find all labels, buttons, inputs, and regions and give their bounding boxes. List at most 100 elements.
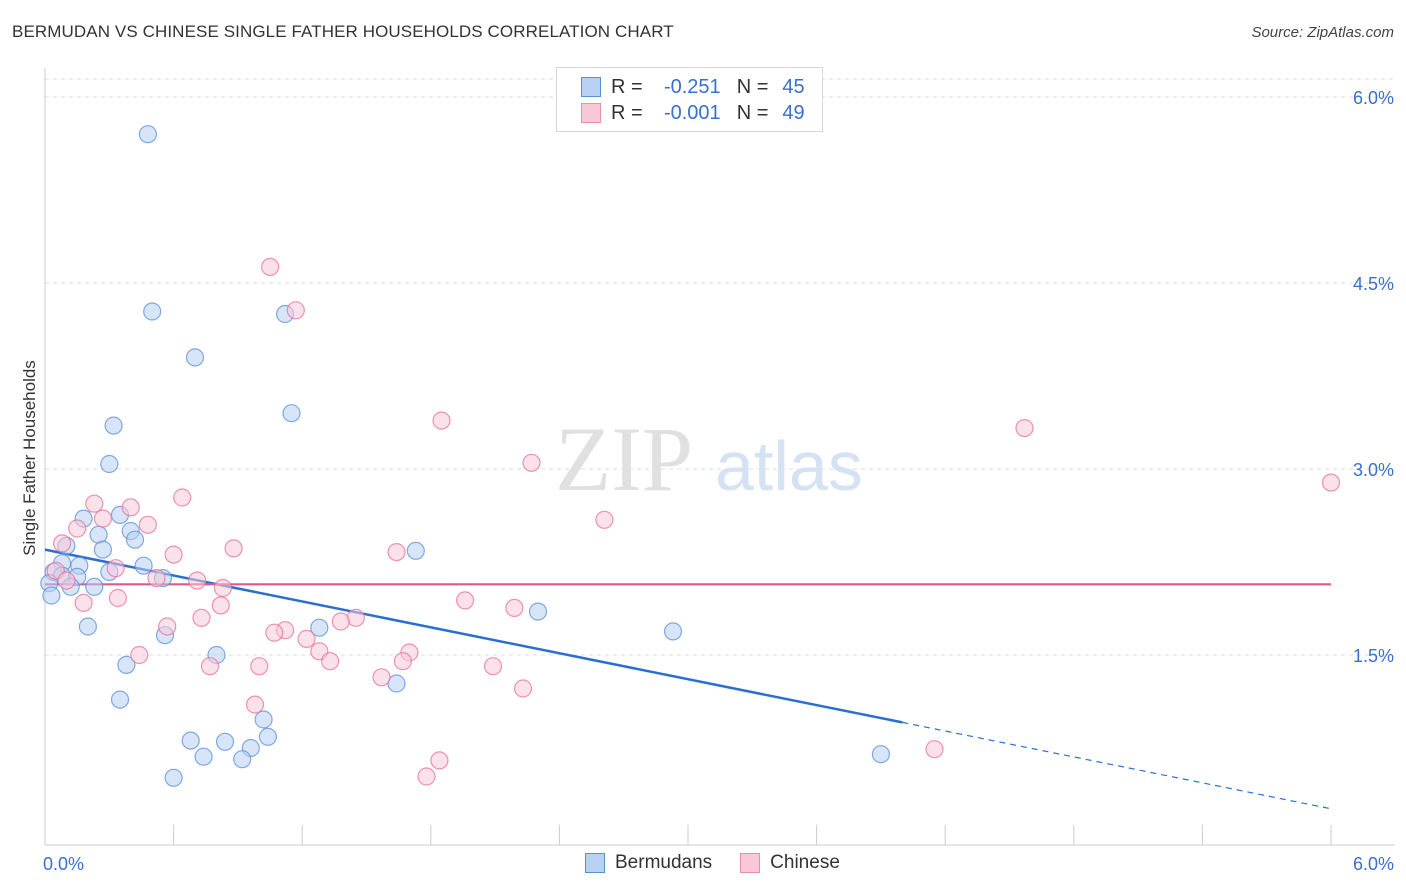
bermudans-point [110, 690, 130, 709]
r-label: R = [611, 101, 643, 124]
chinese-point [245, 695, 265, 714]
chinese-point [417, 767, 436, 786]
y-tick-label: 3.0% [1353, 460, 1394, 480]
chinese-point [85, 494, 104, 513]
bermudans-point [138, 125, 157, 144]
bermudans-point [185, 348, 205, 367]
bermudans-point [215, 732, 235, 751]
x-tick-label-max: 6.0% [1353, 854, 1394, 874]
chinese-point [250, 657, 269, 676]
n-label: N = [736, 75, 769, 98]
chinese-point [265, 623, 284, 642]
chinese-point [1321, 473, 1341, 492]
watermark-atlas: atlas [715, 427, 863, 505]
axis-layer: 1.5% 3.0% 4.5% 6.0% 0.0% 6.0% [43, 68, 1395, 874]
bermudans-point [406, 541, 425, 560]
watermark-zip: ZIP [555, 408, 693, 510]
trend-layer [44, 548, 1332, 810]
r-value: -0.001 [663, 101, 721, 124]
y-tick-label: 1.5% [1353, 646, 1394, 666]
chinese-point [57, 571, 76, 590]
chinese-legend-swatch [740, 853, 761, 873]
chinese-point [106, 559, 125, 578]
grid-layer [45, 78, 1395, 656]
bermudans-point [528, 602, 548, 621]
chinese-point [200, 657, 220, 676]
chinese-point [192, 608, 211, 627]
chinese-point [483, 657, 503, 676]
bermudans-point [254, 710, 273, 729]
bermudans-point [194, 747, 213, 766]
chinese-point [121, 498, 140, 517]
chinese-point [261, 257, 280, 276]
chinese-point [211, 596, 230, 615]
chinese-point [393, 652, 412, 671]
chinese-swatch [581, 103, 601, 123]
chinese-point [147, 568, 166, 588]
watermark: ZIP atlas [555, 408, 863, 510]
chinese-point [522, 453, 541, 472]
bermudans-point [258, 727, 277, 746]
chinese-point [130, 645, 149, 665]
chinese-point [68, 519, 87, 538]
chart-title: BERMUDAN VS CHINESE SINGLE FATHER HOUSEH… [12, 22, 674, 41]
bermudans-point [117, 655, 136, 675]
series-legend: Bermudans Chinese [585, 852, 868, 874]
n-value: 49 [782, 101, 805, 124]
chinese-point [108, 588, 128, 608]
bermudans-point [125, 530, 145, 549]
bermudans-point [310, 618, 329, 637]
r-label: R = [611, 75, 643, 98]
chinese-point [286, 301, 305, 320]
chinese-point [52, 534, 72, 553]
bermudans-point [143, 302, 162, 321]
chinese-point [372, 668, 391, 687]
chinese-point [164, 545, 183, 564]
stats-legend: R = -0.251 N = 45 R = -0.001 N = 49 [556, 67, 823, 132]
bermudans-point [282, 404, 301, 423]
chinese-point [224, 539, 243, 558]
chinese-point [505, 598, 524, 618]
legend-item-bermudans[interactable]: Bermudans [585, 852, 712, 874]
chinese-point [213, 578, 232, 598]
bermudans-point [181, 731, 200, 750]
bermudans-trend-extension [902, 721, 1332, 810]
legend-label-chinese: Chinese [770, 852, 840, 873]
points-layer [40, 125, 1341, 787]
chinese-point [595, 510, 614, 529]
bermudans-point [663, 622, 683, 641]
legend-row-chinese: R = -0.001 N = 49 [581, 101, 805, 125]
y-axis-label: Single Father Households [20, 360, 39, 556]
chinese-point [188, 571, 207, 590]
n-value: 45 [782, 75, 805, 98]
chinese-point [321, 652, 340, 671]
x-tick-label-min: 0.0% [43, 854, 84, 874]
bermudans-point [164, 768, 183, 787]
bermudans-point [89, 525, 108, 544]
chinese-point [331, 612, 350, 631]
source-credit: Source: ZipAtlas.com [1251, 24, 1394, 41]
y-tick-label: 4.5% [1353, 274, 1394, 294]
chinese-point [925, 740, 944, 759]
bermudans-point [134, 556, 153, 575]
bermudans-point [233, 750, 252, 769]
chinese-point [430, 751, 449, 770]
bermudans-point [100, 454, 119, 474]
r-value: -0.251 [663, 75, 721, 98]
legend-item-chinese[interactable]: Chinese [740, 852, 840, 874]
legend-label-bermudans: Bermudans [615, 852, 713, 873]
chinese-point [173, 488, 192, 507]
chinese-point [297, 629, 316, 649]
bermudans-point [42, 586, 61, 605]
chinese-point [158, 617, 177, 636]
bermudans-legend-swatch [585, 853, 605, 873]
bermudans-point [85, 577, 104, 596]
bermudans-point [104, 416, 123, 435]
chinese-point [387, 542, 406, 562]
bermudans-swatch [581, 77, 601, 97]
chinese-point [432, 411, 451, 430]
chinese-point [93, 509, 113, 528]
y-tick-label: 6.0% [1353, 88, 1394, 108]
chinese-point [346, 608, 365, 627]
